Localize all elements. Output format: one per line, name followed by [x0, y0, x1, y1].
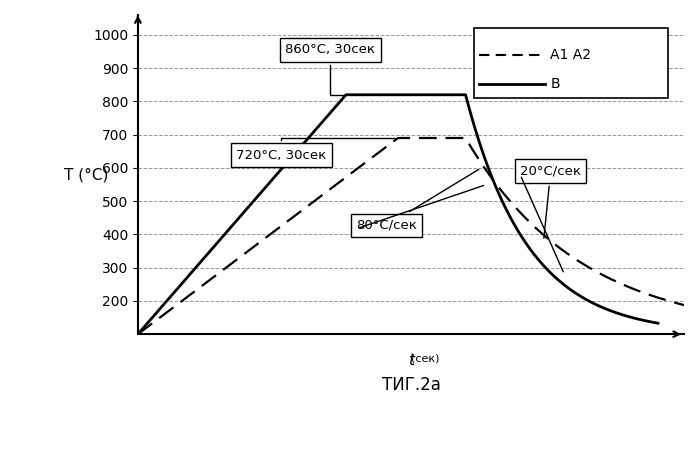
- Text: ΤИГ.2а: ΤИГ.2а: [382, 375, 440, 394]
- Text: 860°C, 30сек: 860°C, 30сек: [285, 43, 375, 95]
- Text: 720°C, 30сек: 720°C, 30сек: [236, 138, 395, 162]
- Text: (сек): (сек): [383, 353, 439, 364]
- Text: A1 A2: A1 A2: [550, 48, 591, 62]
- Text: 80°C/сек: 80°C/сек: [356, 169, 479, 232]
- Text: 20°C/сек: 20°C/сек: [520, 165, 581, 238]
- Text: B: B: [550, 77, 560, 90]
- Bar: [474, 28, 668, 98]
- Y-axis label: T (°C): T (°C): [64, 167, 108, 182]
- Text: t: t: [408, 353, 414, 368]
